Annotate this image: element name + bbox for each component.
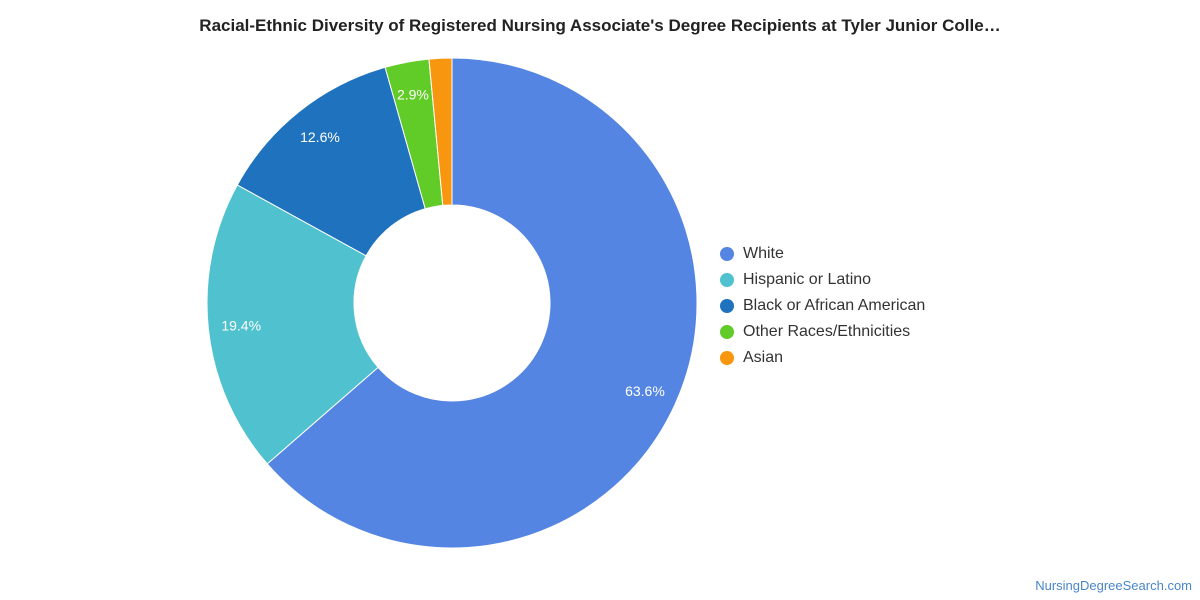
pie-slice-white bbox=[266, 57, 698, 549]
legend-item[interactable]: Black or African American bbox=[720, 293, 925, 319]
legend-swatch bbox=[720, 247, 734, 261]
legend-swatch bbox=[720, 351, 734, 365]
pie-slice-black-or-african-american bbox=[236, 66, 426, 257]
legend-swatch bbox=[720, 325, 734, 339]
pie-slice-asian bbox=[428, 57, 453, 206]
legend-swatch bbox=[720, 273, 734, 287]
slice-label: 12.6% bbox=[300, 129, 340, 145]
legend-label: Black or African American bbox=[743, 297, 926, 314]
legend-label: Asian bbox=[743, 349, 784, 366]
slice-label: 63.6% bbox=[625, 383, 665, 399]
slice-label: 2.9% bbox=[397, 87, 429, 103]
legend-label: Hispanic or Latino bbox=[743, 271, 872, 288]
legend-swatch bbox=[720, 299, 734, 313]
slice-label: 19.4% bbox=[221, 318, 261, 334]
legend-item[interactable]: Other Races/Ethnicities bbox=[720, 319, 925, 345]
source-link[interactable]: NursingDegreeSearch.com bbox=[1035, 578, 1192, 593]
legend-label: Other Races/Ethnicities bbox=[743, 323, 911, 340]
chart-title: Racial-Ethnic Diversity of Registered Nu… bbox=[199, 16, 1001, 35]
legend-item[interactable]: Asian bbox=[720, 345, 925, 371]
legend-label: White bbox=[743, 245, 784, 262]
legend-item[interactable]: White bbox=[720, 241, 925, 267]
legend-item[interactable]: Hispanic or Latino bbox=[720, 267, 925, 293]
pie-slice-hispanic-or-latino bbox=[206, 184, 379, 465]
chart-legend: White Hispanic or Latino Black or African … bbox=[720, 241, 925, 371]
